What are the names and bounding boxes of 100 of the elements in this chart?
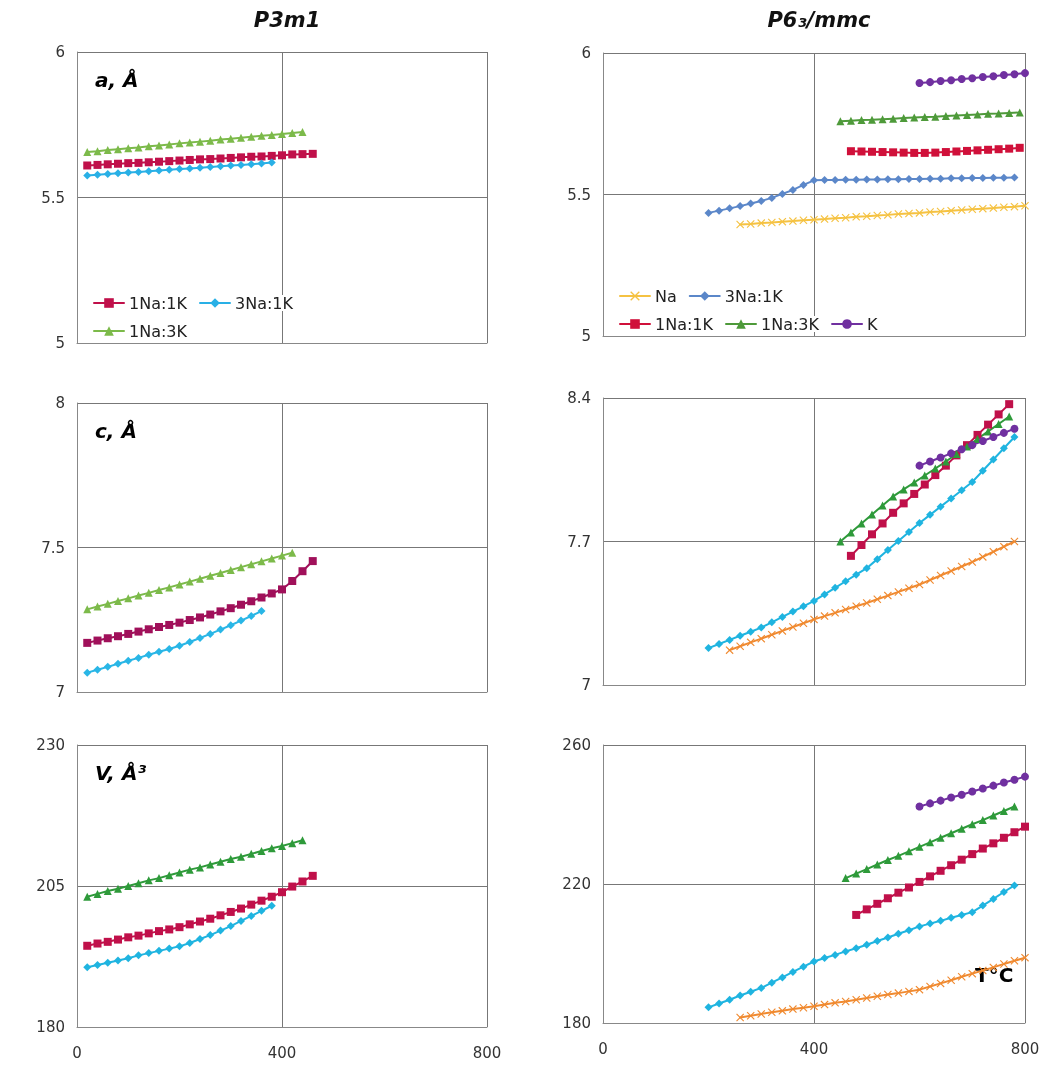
point (175, 139, 184, 148)
point (757, 219, 766, 228)
point (288, 882, 297, 891)
point (873, 992, 882, 1001)
point (704, 644, 713, 653)
point (165, 140, 174, 149)
point (757, 1009, 766, 1018)
point (257, 131, 266, 140)
point (952, 147, 961, 156)
point (767, 618, 776, 627)
point (1010, 202, 1019, 211)
point (1010, 802, 1019, 811)
point (725, 646, 734, 655)
point (288, 150, 297, 159)
legend-label: 1Na:1K (655, 314, 714, 334)
point (999, 173, 1008, 182)
point (962, 110, 971, 119)
point (155, 166, 163, 175)
point (984, 145, 993, 154)
point (226, 621, 235, 630)
x-tick-label: 400 (267, 1043, 297, 1062)
point (278, 585, 286, 594)
point (857, 540, 866, 549)
point (1010, 775, 1019, 784)
point (957, 855, 966, 864)
point (308, 871, 317, 880)
point (715, 206, 724, 215)
point (926, 838, 935, 847)
point (155, 141, 163, 150)
y-tick-label: 220 (562, 875, 591, 893)
point (165, 925, 174, 934)
point (968, 908, 977, 917)
point (298, 150, 307, 159)
point (165, 644, 174, 653)
point (799, 602, 808, 611)
point (185, 920, 194, 929)
point (862, 905, 871, 914)
point (196, 863, 204, 872)
point (778, 1006, 787, 1015)
point (1010, 173, 1019, 182)
point (989, 72, 998, 81)
point (226, 153, 235, 162)
point (936, 866, 945, 875)
point (206, 571, 215, 580)
point (894, 989, 903, 998)
point (226, 922, 235, 931)
point (247, 849, 256, 858)
point (883, 990, 892, 999)
point (185, 577, 194, 586)
point (846, 147, 855, 156)
legend-label: 1Na:3K (129, 321, 188, 341)
point (1021, 953, 1029, 962)
point (820, 954, 829, 963)
point (947, 913, 956, 922)
point (257, 896, 266, 905)
chart-title: P6₃/mmc (767, 7, 872, 32)
point (883, 894, 892, 903)
point (1010, 70, 1019, 79)
point (257, 847, 266, 856)
annotation: c, Å (95, 419, 137, 443)
point (144, 158, 153, 167)
point (83, 941, 92, 950)
point (185, 155, 194, 164)
point (883, 591, 892, 600)
y-tick-label: 8 (55, 394, 65, 412)
point (144, 167, 153, 176)
point (862, 940, 871, 949)
point (247, 611, 256, 620)
point (926, 872, 935, 881)
point (947, 449, 956, 458)
y-tick-label: 5.5 (567, 185, 591, 204)
point (968, 787, 977, 796)
point (124, 656, 133, 665)
y-tick-label: 5 (581, 327, 591, 345)
x-tick-label: 0 (72, 1043, 82, 1062)
point (185, 138, 194, 147)
point (820, 176, 829, 185)
point (810, 596, 818, 605)
point (298, 836, 307, 845)
point (889, 114, 898, 123)
point (968, 205, 977, 214)
point (298, 128, 307, 137)
point (989, 455, 998, 464)
point (868, 530, 877, 539)
point (114, 659, 122, 668)
point (999, 71, 1008, 80)
point (915, 174, 924, 183)
point (926, 78, 935, 87)
point (915, 842, 924, 851)
point (920, 480, 929, 489)
point (936, 796, 945, 805)
point (134, 879, 143, 888)
point (989, 173, 998, 182)
point (267, 589, 276, 598)
point (852, 175, 861, 184)
point (910, 113, 919, 122)
point (83, 668, 92, 677)
point (124, 954, 133, 963)
y-tick-label: 7 (55, 683, 65, 701)
point (216, 135, 225, 144)
